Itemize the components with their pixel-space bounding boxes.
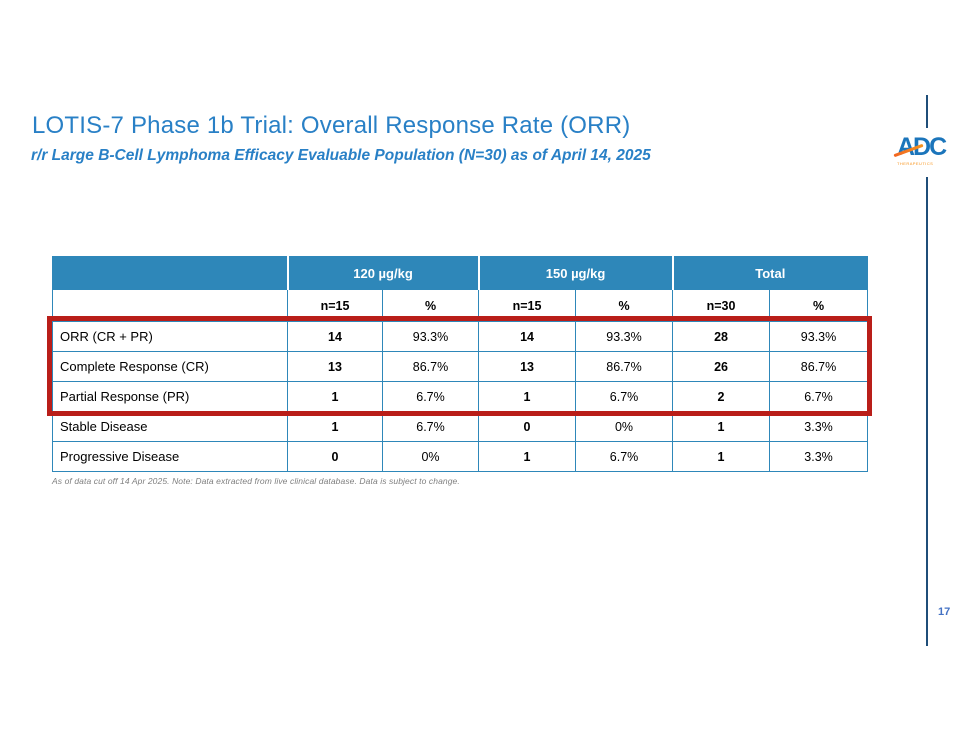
orr-results-table: 120 µg/kg 150 µg/kg Total n=15 % n=15 % … bbox=[52, 256, 869, 472]
subheader-blank-cell bbox=[52, 289, 288, 322]
cell-value: 28 bbox=[672, 321, 771, 352]
table-row-progressive-disease: Progressive Disease 0 0% 1 6.7% 1 3.3% bbox=[52, 441, 869, 472]
cell-value: 86.7% bbox=[381, 351, 480, 382]
cell-value: 0 bbox=[478, 411, 577, 442]
cell-value: 93.3% bbox=[381, 321, 480, 352]
logo-subtext: THERAPEUTICS bbox=[897, 161, 934, 166]
cell-value: 93.3% bbox=[769, 321, 869, 352]
cell-value: 86.7% bbox=[575, 351, 674, 382]
cell-value: 1 bbox=[287, 411, 383, 442]
cell-value: 93.3% bbox=[575, 321, 674, 352]
col-group-150: 150 µg/kg bbox=[477, 256, 673, 290]
row-label: Complete Response (CR) bbox=[52, 351, 288, 382]
page-title: LOTIS-7 Phase 1b Trial: Overall Response… bbox=[32, 112, 631, 139]
subheader-n: n=30 bbox=[672, 289, 771, 322]
table-header-row: 120 µg/kg 150 µg/kg Total bbox=[52, 256, 868, 290]
cell-value: 1 bbox=[478, 441, 577, 472]
cell-value: 1 bbox=[672, 441, 771, 472]
subheader-pct: % bbox=[381, 289, 480, 322]
cell-value: 0 bbox=[287, 441, 383, 472]
page-subtitle: r/r Large B-Cell Lymphoma Efficacy Evalu… bbox=[31, 147, 651, 164]
cell-value: 1 bbox=[287, 381, 383, 412]
footnote: As of data cut off 14 Apr 2025. Note: Da… bbox=[52, 476, 460, 486]
cell-value: 1 bbox=[672, 411, 771, 442]
subheader-pct: % bbox=[575, 289, 674, 322]
row-label: Stable Disease bbox=[52, 411, 288, 442]
side-rule-top bbox=[926, 95, 928, 128]
row-label: Progressive Disease bbox=[52, 441, 288, 472]
corner-cell bbox=[52, 256, 288, 290]
cell-value: 6.7% bbox=[381, 381, 480, 412]
side-rule bbox=[926, 177, 928, 646]
cell-value: 26 bbox=[672, 351, 771, 382]
cell-value: 1 bbox=[478, 381, 577, 412]
table-row-partial-response: Partial Response (PR) 1 6.7% 1 6.7% 2 6.… bbox=[52, 381, 869, 412]
cell-value: 6.7% bbox=[769, 381, 869, 412]
cell-value: 2 bbox=[672, 381, 771, 412]
row-label: ORR (CR + PR) bbox=[52, 321, 288, 352]
cell-value: 0% bbox=[381, 441, 480, 472]
subheader-n: n=15 bbox=[287, 289, 383, 322]
logo-wordmark: ADC bbox=[897, 135, 949, 160]
cell-value: 0% bbox=[575, 411, 674, 442]
cell-value: 6.7% bbox=[381, 411, 480, 442]
subheader-n: n=15 bbox=[478, 289, 577, 322]
row-label: Partial Response (PR) bbox=[52, 381, 288, 412]
col-group-total: Total bbox=[671, 256, 868, 290]
table-row-complete-response: Complete Response (CR) 13 86.7% 13 86.7%… bbox=[52, 351, 869, 382]
cell-value: 14 bbox=[478, 321, 577, 352]
cell-value: 13 bbox=[287, 351, 383, 382]
page-number: 17 bbox=[938, 606, 951, 618]
table-row-orr: ORR (CR + PR) 14 93.3% 14 93.3% 28 93.3% bbox=[52, 321, 869, 352]
adc-therapeutics-logo: ADC THERAPEUTICS bbox=[893, 135, 949, 173]
cell-value: 6.7% bbox=[575, 381, 674, 412]
table-row-stable-disease: Stable Disease 1 6.7% 0 0% 1 3.3% bbox=[52, 411, 869, 442]
col-group-120: 120 µg/kg bbox=[286, 256, 479, 290]
cell-value: 86.7% bbox=[769, 351, 869, 382]
cell-value: 14 bbox=[287, 321, 383, 352]
cell-value: 3.3% bbox=[769, 441, 869, 472]
subheader-pct: % bbox=[769, 289, 869, 322]
cell-value: 13 bbox=[478, 351, 577, 382]
table-subheader-row: n=15 % n=15 % n=30 % bbox=[52, 289, 869, 322]
cell-value: 6.7% bbox=[575, 441, 674, 472]
cell-value: 3.3% bbox=[769, 411, 869, 442]
